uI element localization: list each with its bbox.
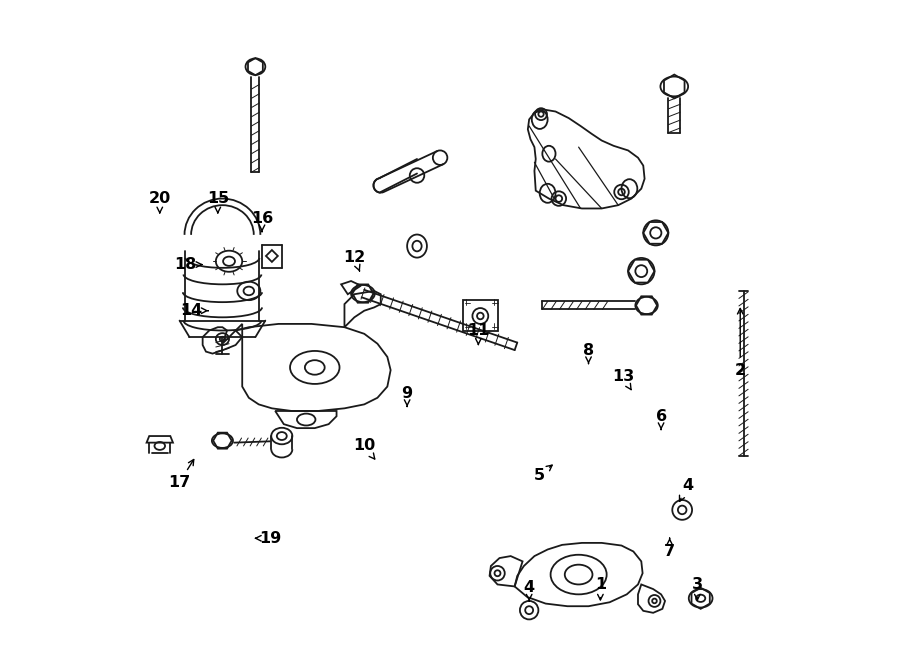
Text: 11: 11: [467, 323, 490, 344]
Text: 9: 9: [401, 385, 413, 407]
Text: 10: 10: [353, 438, 375, 459]
Text: 6: 6: [655, 408, 667, 430]
Text: 16: 16: [251, 211, 273, 231]
Text: 19: 19: [256, 531, 282, 546]
Text: 13: 13: [612, 369, 634, 390]
Text: 5: 5: [534, 465, 553, 483]
Text: 1: 1: [595, 577, 606, 600]
Text: 20: 20: [148, 191, 171, 213]
Text: 8: 8: [583, 343, 594, 364]
Text: 12: 12: [343, 251, 365, 271]
Text: 4: 4: [524, 580, 535, 601]
Text: 18: 18: [174, 257, 202, 272]
Text: 14: 14: [180, 303, 208, 318]
Text: 17: 17: [168, 459, 194, 490]
Text: 4: 4: [680, 478, 693, 502]
Text: 15: 15: [207, 191, 229, 213]
Text: 3: 3: [692, 577, 703, 600]
Text: 2: 2: [734, 309, 746, 377]
Text: 7: 7: [664, 538, 675, 559]
